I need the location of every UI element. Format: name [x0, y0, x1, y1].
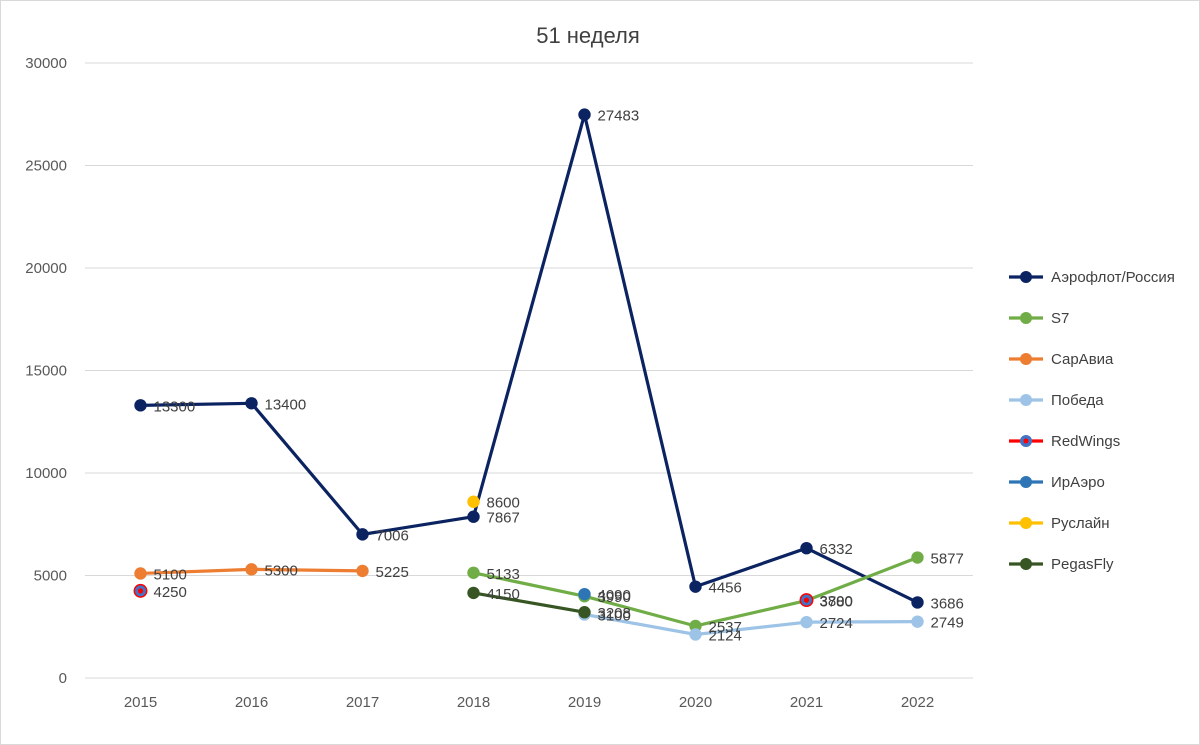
legend-swatch-marker [1020, 271, 1032, 283]
legend-label: S7 [1051, 310, 1069, 327]
data-label: 3208 [598, 605, 631, 622]
data-point [356, 564, 369, 578]
x-tick-label: 2019 [568, 694, 601, 711]
data-point [467, 510, 480, 523]
data-point [467, 586, 480, 600]
y-tick-label: 20000 [25, 260, 67, 277]
x-tick-label: 2018 [457, 694, 490, 711]
data-label: 4090 [598, 587, 631, 604]
x-tick-label: 2021 [790, 694, 823, 711]
data-label: 2537 [709, 619, 742, 636]
data-point [578, 606, 591, 619]
x-tick-label: 2015 [124, 694, 157, 711]
y-tick-label: 30000 [25, 55, 67, 72]
data-point [689, 580, 702, 593]
x-tick-label: 2020 [679, 694, 712, 711]
data-label: 13300 [154, 398, 196, 415]
legend-swatch-center [1023, 438, 1029, 444]
data-label: 4250 [154, 584, 187, 601]
y-tick-label: 0 [59, 670, 67, 687]
data-label: 5225 [376, 564, 409, 581]
data-label: 4150 [487, 586, 520, 603]
data-label: 5100 [154, 566, 187, 583]
y-axis-ticks: 0 5000 10000 15000 20000 25000 30000 [25, 55, 67, 687]
legend-swatch-marker [1020, 476, 1032, 488]
data-point [911, 596, 924, 609]
legend-swatch-marker [1020, 394, 1032, 406]
data-label: 7006 [376, 527, 409, 544]
data-label: 2124 [709, 627, 742, 644]
data-point [245, 563, 258, 576]
series-line [584, 612, 918, 637]
data-label: 8600 [487, 495, 520, 512]
legend-swatch-marker [1020, 312, 1032, 324]
legend-label: Руслайн [1051, 515, 1110, 532]
data-label: 6332 [820, 541, 853, 558]
legend-label: Победа [1051, 392, 1104, 409]
data-point [245, 397, 258, 410]
legend-label: PegasFly [1051, 556, 1114, 573]
data-point [689, 628, 702, 641]
series-points [133, 108, 924, 641]
y-tick-label: 5000 [34, 568, 67, 585]
series-lines [140, 112, 919, 637]
legend-label: RedWings [1051, 433, 1120, 450]
data-label: 5300 [265, 562, 298, 579]
data-point [911, 551, 924, 564]
chart-title: 51 неделя [536, 23, 640, 48]
y-tick-label: 10000 [25, 465, 67, 482]
data-label: 13400 [265, 396, 307, 413]
y-tick-label: 25000 [25, 158, 67, 175]
legend-label: Аэрофлот/Россия [1051, 269, 1175, 286]
data-label: 2724 [820, 615, 853, 632]
series-line [140, 112, 919, 604]
data-point-center [137, 588, 144, 594]
data-label: 27483 [598, 108, 640, 125]
data-label: 3800 [820, 593, 853, 610]
data-label: 2749 [931, 615, 964, 632]
data-label: 4456 [709, 580, 742, 597]
data-point-center [803, 597, 810, 603]
data-point [467, 566, 480, 579]
data-point [134, 567, 147, 580]
data-label: 3780 [820, 594, 853, 611]
data-label: 3686 [931, 595, 964, 612]
x-axis-ticks: 2015 2016 2017 2018 2019 2020 2021 2022 [124, 694, 934, 711]
gridlines [85, 62, 973, 679]
legend-swatch-marker [1020, 517, 1032, 529]
legend-label: СарАвиа [1051, 351, 1114, 368]
legend: Аэрофлот/Россия S7 СарАвиа Победа RedWings Ир… [1009, 269, 1175, 573]
data-label: 5133 [487, 566, 520, 583]
x-tick-label: 2017 [346, 694, 379, 711]
data-point [134, 399, 147, 412]
data-label: 7867 [487, 510, 520, 527]
data-point [800, 541, 813, 555]
data-point [578, 108, 591, 121]
legend-swatch-marker [1020, 353, 1032, 365]
x-tick-label: 2016 [235, 694, 268, 711]
data-point [911, 615, 924, 628]
data-point [578, 587, 591, 601]
data-label: 3100 [598, 607, 631, 624]
data-point [800, 615, 813, 629]
data-label: 5877 [931, 551, 964, 568]
x-tick-label: 2022 [901, 694, 934, 711]
y-tick-label: 15000 [25, 363, 67, 380]
series-line [473, 591, 585, 614]
legend-swatch-marker [1020, 558, 1032, 570]
data-point [467, 495, 480, 508]
legend-label: ИрАэро [1051, 474, 1105, 491]
data-labels: 13300 13400 7006 7867 27483 4456 6332 3686 5133 3… [154, 108, 964, 645]
data-point [356, 528, 369, 541]
data-label: 3990 [598, 589, 631, 606]
